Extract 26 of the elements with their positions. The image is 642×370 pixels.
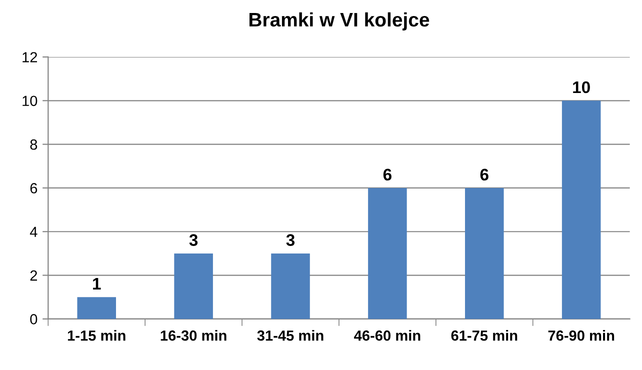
bar	[368, 188, 407, 319]
x-tick-label: 1-15 min	[68, 330, 126, 341]
y-tick-label: 2	[30, 270, 37, 281]
y-tick-label: 4	[30, 226, 38, 237]
y-tick-label: 0	[30, 314, 38, 324]
x-tick-label: 76-90 min	[548, 330, 614, 341]
bar	[465, 188, 504, 319]
x-tick-label: 46-60 min	[354, 330, 420, 341]
data-label: 3	[189, 234, 198, 246]
bar	[77, 297, 116, 319]
data-label: 1	[93, 278, 101, 290]
y-tick-label: 6	[30, 183, 38, 194]
y-tick-label: 10	[22, 96, 38, 106]
bar	[174, 253, 213, 319]
data-label: 6	[383, 168, 392, 180]
x-tick-label: 61-75 min	[451, 330, 518, 341]
data-label: 6	[480, 168, 488, 180]
x-tick-label: 31-45 min	[257, 330, 324, 341]
y-tick-label: 8	[30, 139, 38, 150]
x-tick-label: 16-30 min	[160, 330, 226, 341]
bar	[562, 100, 601, 319]
data-label: 10	[573, 81, 590, 94]
data-label: 3	[286, 234, 295, 246]
chart-title: Bramki w VI kolejce	[249, 12, 430, 30]
y-tick-label: 12	[22, 52, 38, 62]
bar	[271, 253, 310, 319]
